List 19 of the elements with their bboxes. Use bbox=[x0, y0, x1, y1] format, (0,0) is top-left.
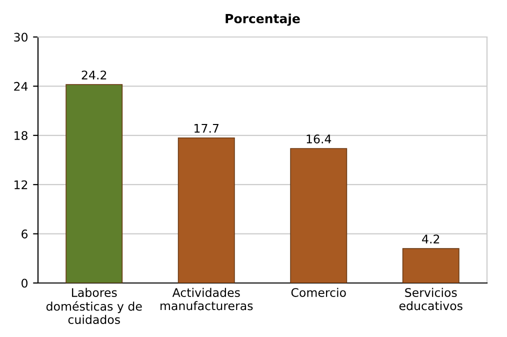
bar bbox=[66, 84, 123, 283]
x-tick-label: Servicios educativos bbox=[399, 288, 462, 310]
y-tick-label: 30 bbox=[14, 32, 28, 42]
y-tick-label: 0 bbox=[22, 278, 28, 288]
x-tick-label: Labores domésticas y de cuidados bbox=[46, 288, 142, 324]
y-tick-label: 6 bbox=[22, 230, 28, 238]
chart-title: Porcentaje bbox=[226, 14, 300, 26]
bar bbox=[178, 137, 235, 283]
data-label: 24.2 bbox=[82, 70, 106, 80]
y-tick-label: 12 bbox=[14, 180, 28, 190]
data-label: 16.4 bbox=[306, 134, 332, 144]
bar bbox=[290, 148, 348, 283]
x-tick-label: Actividades manufactureras bbox=[160, 288, 253, 310]
data-label: 4.2 bbox=[422, 234, 440, 244]
y-tick-label: 18 bbox=[14, 131, 28, 140]
y-tick-label: 24 bbox=[14, 82, 28, 91]
data-label: 17.7 bbox=[194, 124, 219, 133]
bar bbox=[402, 248, 460, 283]
x-tick-label: Comercio bbox=[291, 288, 346, 297]
